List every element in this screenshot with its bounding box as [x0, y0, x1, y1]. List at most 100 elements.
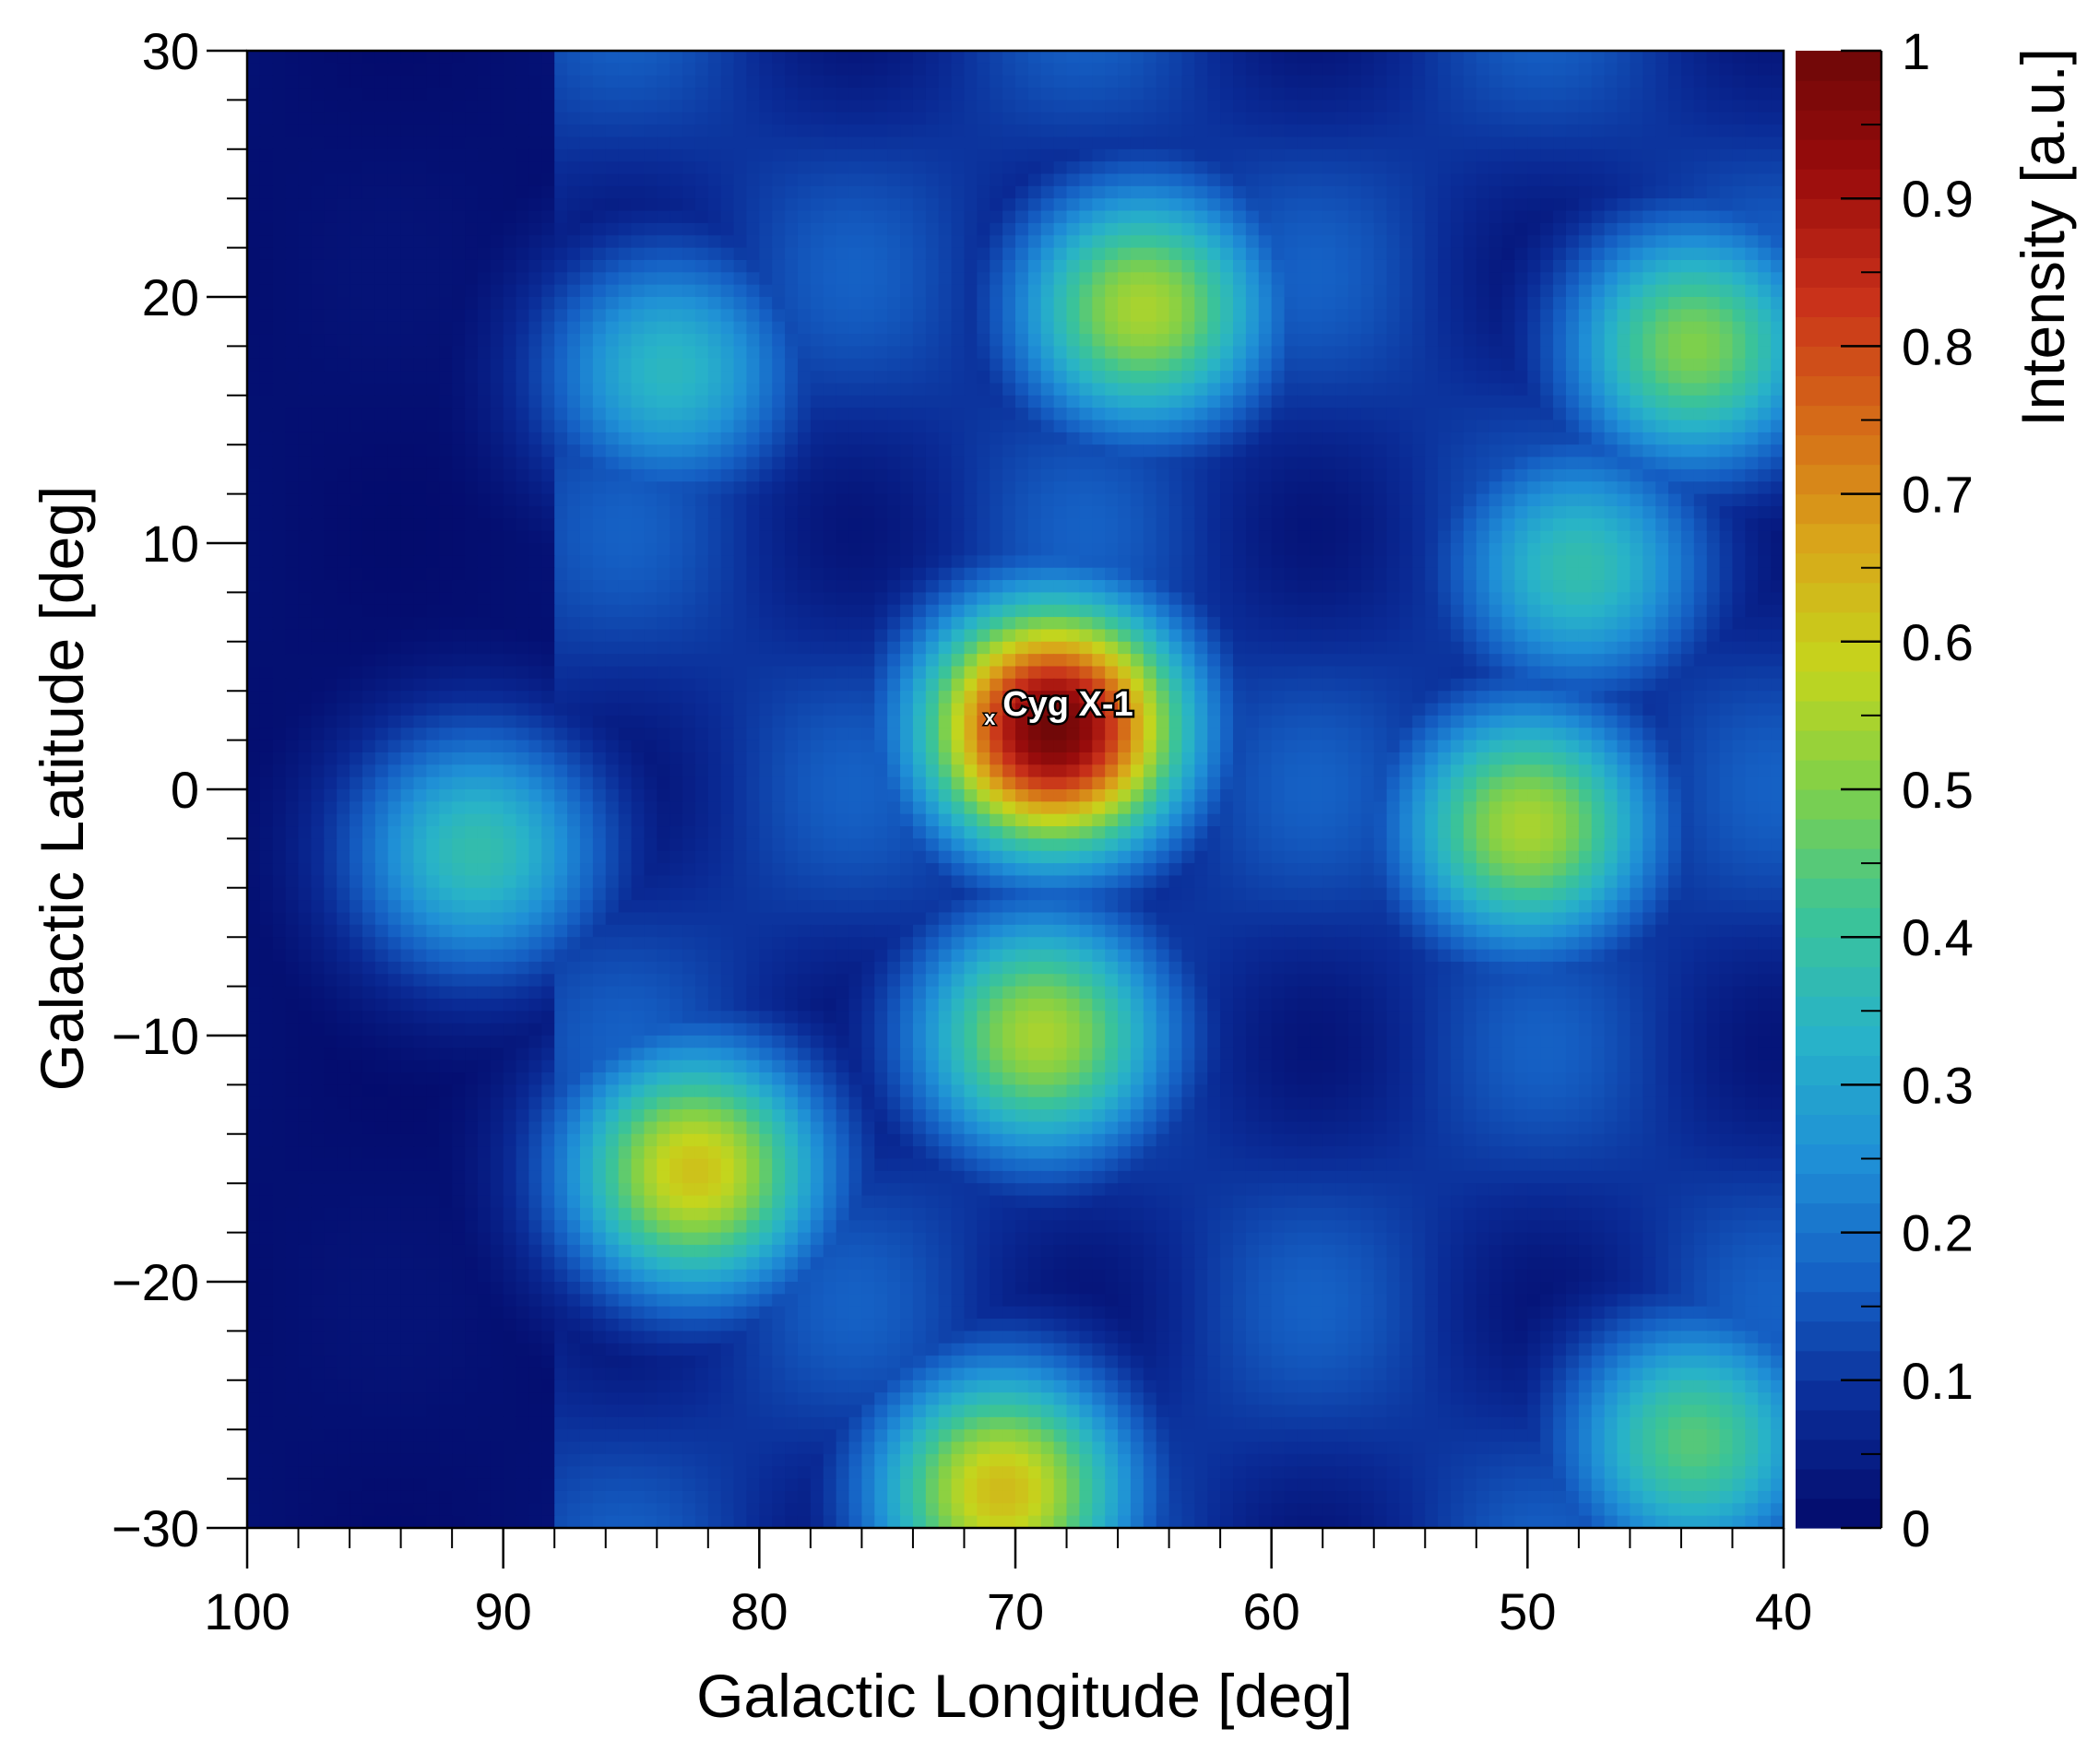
heatmap-cell	[554, 88, 568, 101]
heatmap-cell	[324, 505, 338, 519]
heatmap-cell	[567, 161, 581, 175]
heatmap-cell	[1347, 481, 1362, 495]
heatmap-cell	[694, 432, 709, 445]
heatmap-cell	[503, 543, 517, 556]
heatmap-cell	[810, 161, 824, 175]
heatmap-cell	[1181, 222, 1195, 236]
heatmap-cell	[836, 420, 850, 433]
heatmap-cell	[247, 530, 261, 544]
heatmap-cell	[503, 51, 517, 64]
heatmap-cell	[1347, 420, 1362, 433]
heatmap-cell	[785, 555, 799, 569]
heatmap-cell	[1360, 198, 1375, 212]
heatmap-cell	[682, 395, 696, 408]
heatmap-cell	[1655, 51, 1669, 64]
heatmap-cell	[477, 505, 492, 519]
heatmap-cell	[1066, 173, 1081, 187]
heatmap-cell	[400, 321, 415, 335]
heatmap-cell	[1476, 112, 1490, 125]
heatmap-cell	[1181, 432, 1195, 445]
heatmap-cell	[1630, 185, 1643, 199]
heatmap-cell	[631, 309, 645, 323]
heatmap-cell	[374, 408, 389, 421]
heatmap-cell	[1233, 543, 1247, 556]
heatmap-cell	[1002, 334, 1016, 347]
heatmap-cell	[1079, 358, 1093, 372]
heatmap-cell	[1207, 51, 1221, 64]
heatmap-cell	[1207, 321, 1221, 335]
heatmap-cell	[374, 100, 389, 113]
heatmap-cell	[528, 468, 542, 482]
heatmap-cell	[247, 493, 261, 507]
heatmap-cell	[1438, 112, 1452, 125]
heatmap-cell	[1156, 358, 1170, 372]
heatmap-cell	[1130, 346, 1144, 360]
heatmap-cell	[1066, 468, 1081, 482]
heatmap-cell	[1514, 185, 1528, 199]
heatmap-cell	[426, 235, 440, 249]
heatmap-cell	[938, 148, 953, 162]
heatmap-cell	[1412, 346, 1426, 360]
heatmap-cell	[1425, 235, 1439, 249]
heatmap-cell	[1514, 136, 1528, 150]
heatmap-cell	[516, 173, 530, 187]
heatmap-cell	[1451, 161, 1465, 175]
heatmap-cell	[400, 505, 415, 519]
heatmap-cell	[1373, 530, 1388, 544]
heatmap-cell	[644, 173, 658, 187]
heatmap-cell	[1719, 383, 1734, 397]
heatmap-cell	[465, 481, 479, 495]
heatmap-cell	[1360, 358, 1375, 372]
heatmap-cell	[1168, 284, 1183, 298]
heatmap-cell	[1553, 259, 1567, 273]
heatmap-cell	[1438, 136, 1452, 150]
heatmap-cell	[694, 112, 709, 125]
heatmap-cell	[694, 247, 709, 261]
heatmap-cell	[823, 481, 837, 495]
heatmap-cell	[990, 161, 1003, 175]
heatmap-cell	[1630, 161, 1643, 175]
heatmap-cell	[490, 555, 504, 569]
heatmap-cell	[759, 432, 773, 445]
heatmap-cell	[657, 334, 670, 347]
heatmap-cell	[1297, 505, 1310, 519]
heatmap-cell	[1630, 334, 1643, 347]
heatmap-cell	[912, 161, 927, 175]
heatmap-cell	[374, 321, 389, 335]
heatmap-cell	[1168, 518, 1183, 532]
heatmap-cell	[848, 136, 862, 150]
heatmap-cell	[720, 481, 735, 495]
heatmap-cell	[1053, 493, 1068, 507]
heatmap-cell	[1514, 395, 1528, 408]
heatmap-cell	[516, 334, 530, 347]
heatmap-cell	[1118, 456, 1132, 470]
heatmap-cell	[848, 530, 862, 544]
heatmap-cell	[1680, 346, 1695, 360]
heatmap-cell	[1245, 222, 1260, 236]
heatmap-cell	[1092, 505, 1106, 519]
heatmap-cell	[1540, 51, 1554, 64]
heatmap-cell	[1233, 235, 1247, 249]
heatmap-cell	[1463, 124, 1477, 138]
heatmap-cell	[1668, 371, 1682, 385]
heatmap-cell	[413, 173, 427, 187]
heatmap-cell	[1578, 51, 1593, 64]
heatmap-cell	[1719, 456, 1734, 470]
heatmap-cell	[1604, 334, 1619, 347]
heatmap-cell	[977, 505, 990, 519]
heatmap-cell	[605, 420, 620, 433]
heatmap-cell	[951, 321, 966, 335]
heatmap-cell	[694, 100, 709, 113]
heatmap-cell	[618, 88, 633, 101]
heatmap-cell	[1399, 297, 1413, 310]
heatmap-cell	[707, 272, 722, 286]
heatmap-cell	[682, 444, 696, 458]
heatmap-cell	[977, 222, 990, 236]
heatmap-cell	[823, 272, 837, 286]
heatmap-cell	[1284, 272, 1299, 286]
heatmap-cell	[337, 321, 350, 335]
heatmap-cell	[1399, 272, 1413, 286]
heatmap-cell	[657, 136, 670, 150]
heatmap-cell	[1245, 543, 1260, 556]
heatmap-cell	[426, 210, 440, 224]
